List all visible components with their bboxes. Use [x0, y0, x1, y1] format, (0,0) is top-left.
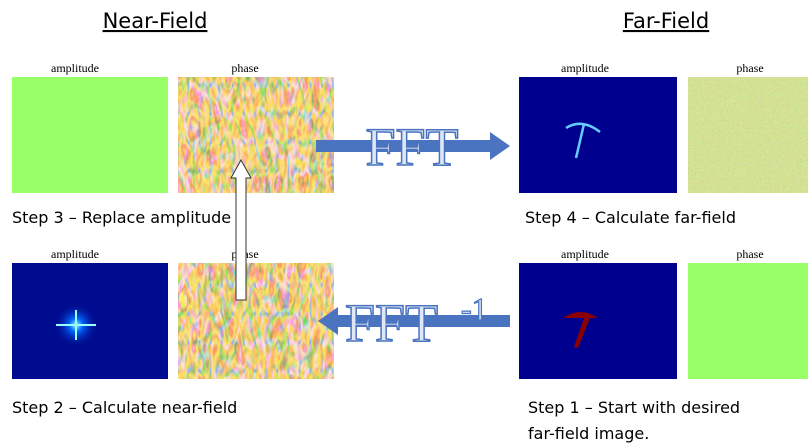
- step-label: Step 4 – Calculate far-field: [525, 208, 736, 227]
- image: [12, 77, 168, 193]
- panel-label: amplitude: [51, 247, 99, 261]
- step-label: Step 2 – Calculate near-field: [12, 398, 237, 417]
- panel-label: amplitude: [51, 61, 99, 75]
- image: [519, 77, 677, 193]
- step-label: Step 3 – Replace amplitude: [12, 208, 231, 227]
- pickaxe: [563, 312, 598, 348]
- near-field-title: Near-Field: [103, 9, 208, 33]
- panel-label: phase: [231, 61, 258, 75]
- panel-label: phase: [736, 61, 763, 75]
- panel-label: amplitude: [561, 61, 609, 75]
- panel-label: amplitude: [561, 247, 609, 261]
- step-label: Step 1 – Start with desired: [528, 398, 740, 417]
- ifft-superscript: -1: [461, 291, 488, 327]
- forward-arrow: [316, 132, 510, 160]
- far-field-title: Far-Field: [623, 9, 709, 33]
- up-arrow: [230, 158, 252, 301]
- fft-label: FFT: [365, 117, 458, 177]
- image: [688, 263, 808, 379]
- cross: [56, 310, 96, 340]
- pickaxe-outline: [565, 122, 601, 159]
- inverse-arrow: [318, 307, 510, 335]
- image: [519, 263, 677, 379]
- step-label: far-field image.: [528, 424, 649, 443]
- image: [178, 263, 334, 379]
- panel-label: phase: [736, 247, 763, 261]
- image: [688, 77, 808, 193]
- image: [178, 77, 334, 193]
- ifft-label: FFT: [345, 293, 438, 353]
